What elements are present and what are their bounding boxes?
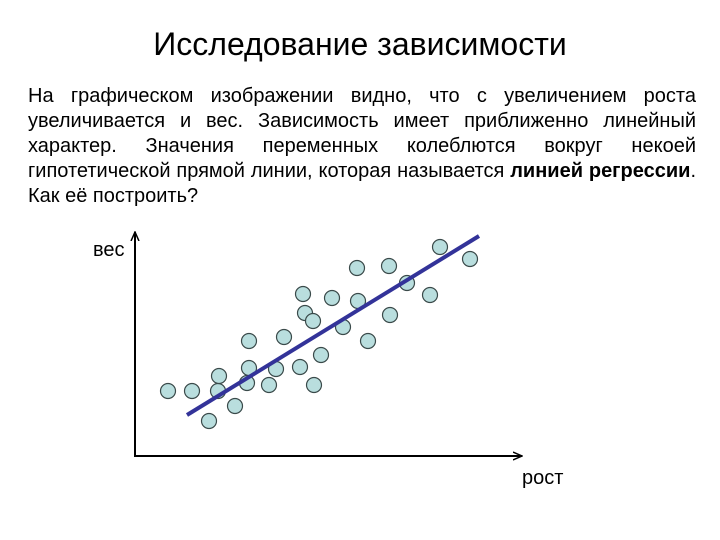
- point: [183, 382, 201, 400]
- point: [226, 397, 244, 415]
- point: [294, 285, 312, 303]
- point: [260, 376, 278, 394]
- y-axis-label: вес: [93, 239, 125, 261]
- slide-title: Исследование зависимости: [153, 26, 567, 62]
- bold-text: линией регрессии: [510, 160, 691, 182]
- point: [275, 328, 293, 346]
- text: На графическом изображении видно, что с …: [28, 85, 696, 182]
- point: [461, 250, 479, 268]
- slide-paragraph: На графическом изображении видно, что с …: [28, 84, 696, 209]
- text: . Как её построить?: [28, 160, 696, 207]
- point: [421, 286, 439, 304]
- point: [159, 382, 177, 400]
- point: [305, 376, 323, 394]
- point: [380, 257, 398, 275]
- point: [431, 238, 449, 256]
- point: [291, 358, 309, 376]
- point: [312, 346, 330, 364]
- point: [381, 306, 399, 324]
- point: [348, 259, 366, 277]
- point: [240, 332, 258, 350]
- point: [323, 289, 341, 307]
- point: [359, 332, 377, 350]
- regression-line: [185, 234, 481, 417]
- x-axis-label: рост: [522, 467, 563, 489]
- point: [200, 412, 218, 430]
- point: [304, 312, 322, 330]
- point: [210, 367, 228, 385]
